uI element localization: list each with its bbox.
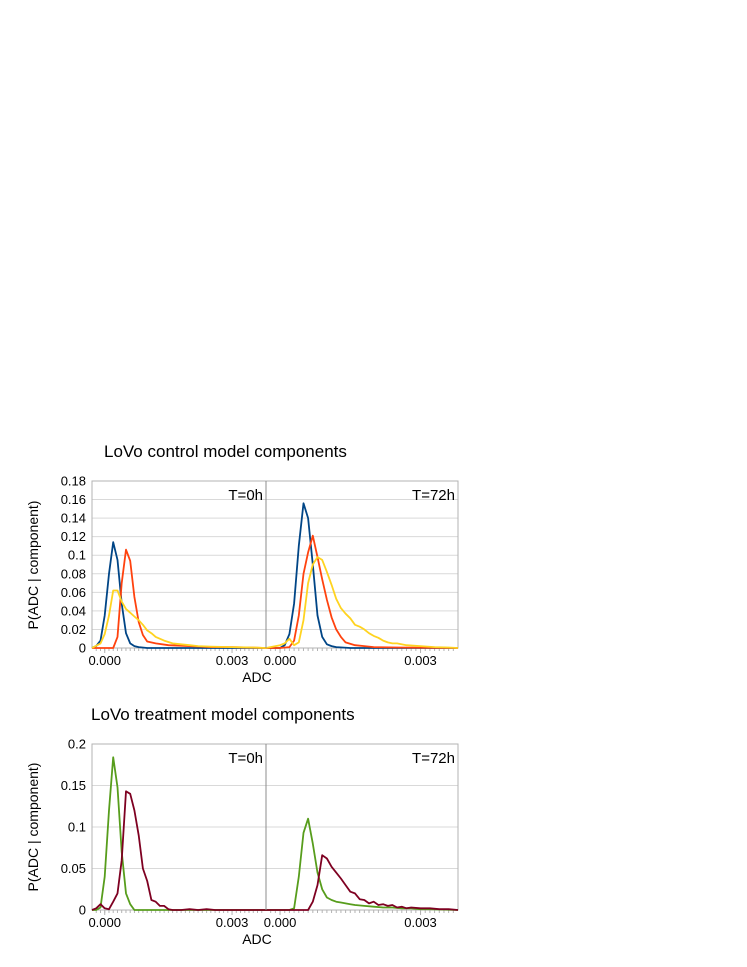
y-tick-label: 0.06 [61,585,86,600]
series-line [266,534,459,649]
x-axis-label: ADC [242,669,272,685]
y-tick-label: 0.1 [68,548,86,563]
y-tick-label: 0 [79,903,86,918]
series-line [92,756,266,911]
panel-label: T=72h [412,487,455,504]
series-line [91,589,267,649]
chart-title: LoVo control model components [104,442,347,461]
series-line [91,790,266,911]
y-tick-label: 0.15 [61,778,86,793]
x-tick-label: 0.000 [88,653,121,668]
y-tick-label: 0.02 [61,622,86,637]
series-line [266,854,459,911]
x-tick-label: 0.003 [216,653,249,668]
series-line [265,556,459,649]
chart-control: LoVo control model components P(ADC | co… [25,442,459,685]
x-tick-label: 0.003 [216,915,249,930]
x-axis-label: ADC [242,931,272,947]
x-tick-label: 0.003 [404,915,437,930]
panel-label: T=72h [412,750,455,767]
y-tick-label: 0.16 [61,492,86,507]
y-tick-label: 0.1 [68,820,86,835]
series-line [266,502,458,649]
x-tick-label: 0.003 [404,653,437,668]
chart-treatment: LoVo treatment model components P(ADC | … [25,705,459,947]
x-tick-label: 0.000 [264,915,297,930]
chart-title: LoVo treatment model components [91,705,355,724]
panel-label: T=0h [228,750,263,767]
y-tick-label: 0.12 [61,529,86,544]
x-tick-label: 0.000 [264,653,297,668]
plot-area: 0 0.05 0.1 0.15 0.2 0.000 0.003 T=0h 0.000 0.003 T… [61,737,459,930]
y-tick-label: 0.2 [68,737,86,752]
y-tick-label: 0.04 [61,603,86,618]
plot-frame [91,480,459,649]
y-tick-label: 0.08 [61,566,86,581]
panel-label: T=0h [228,487,263,504]
plot-area: 0 0.02 0.04 0.06 0.08 0.1 0.12 0.14 0.16 0.18 0.00… [61,474,459,668]
y-axis-label: P(ADC | component) [25,763,41,892]
y-tick-label: 0.18 [61,474,86,489]
y-tick-label: 0 [79,641,86,656]
y-tick-label: 0.14 [61,511,86,526]
y-axis-label: P(ADC | component) [25,501,41,630]
x-tick-label: 0.000 [88,915,121,930]
series-line [91,541,266,649]
series-line [266,817,459,911]
y-tick-label: 0.05 [61,861,86,876]
